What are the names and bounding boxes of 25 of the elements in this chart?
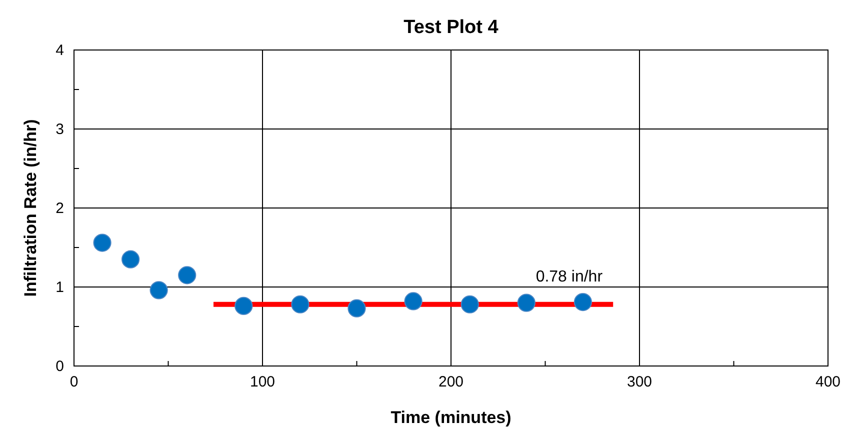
y-tick-label: 2 xyxy=(56,200,64,217)
y-axis-title: Infiltration Rate (in/hr) xyxy=(21,119,40,297)
y-tick-label: 1 xyxy=(56,278,64,296)
point xyxy=(150,281,168,300)
point xyxy=(404,292,422,310)
x-tick-label: 100 xyxy=(250,374,276,391)
x-tick-label: 200 xyxy=(438,374,464,391)
x-axis-title: Time (minutes) xyxy=(390,408,512,427)
point xyxy=(93,234,112,252)
chart-title: Test Plot 4 xyxy=(404,17,499,38)
point xyxy=(121,250,140,268)
point xyxy=(291,295,310,314)
y-tick-label: 3 xyxy=(56,120,64,138)
point xyxy=(234,296,253,315)
point xyxy=(574,292,592,312)
x-tick-label: 400 xyxy=(815,374,841,391)
y-tick-label: 4 xyxy=(56,42,64,59)
annotation: 0.78 in/hr xyxy=(536,268,604,286)
point xyxy=(460,295,479,314)
x-tick-label: 300 xyxy=(626,374,652,391)
y-tick-label: 0 xyxy=(56,358,64,375)
point xyxy=(517,294,536,312)
point xyxy=(178,266,196,284)
x-tick-label: 0 xyxy=(70,374,78,391)
point xyxy=(348,299,366,318)
